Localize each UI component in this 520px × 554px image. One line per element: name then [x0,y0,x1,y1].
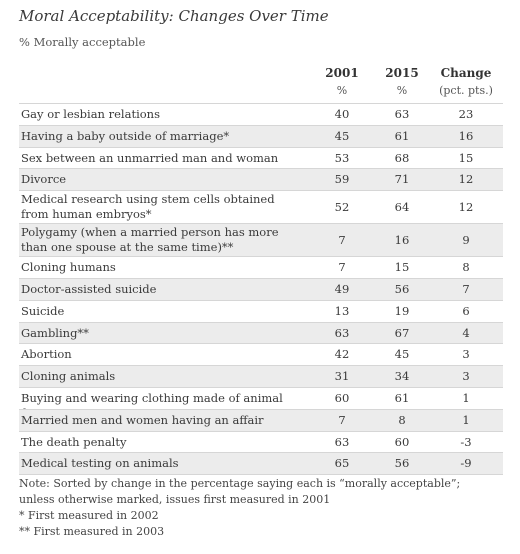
cell-y2001: 42 [334,347,350,362]
cell-change: 1 [462,390,470,405]
issue-label: Doctor-assisted suicide [21,281,157,296]
table-row: Sex between an unmarried man and woman 53… [19,146,503,169]
cell-change: 12 [458,172,474,187]
table-row: Cloning animals 31 34 3 [19,365,503,387]
cell-y2001: 45 [334,128,350,143]
cell-y2015: 56 [394,281,410,296]
cell-change: 12 [458,200,474,215]
cell-y2001: 13 [334,303,350,318]
footnote-2002: * First measured in 2002 [19,509,159,522]
cell-y2015: 56 [394,456,410,471]
cell-change: 23 [458,107,474,121]
issue-label: The death penalty [21,434,127,449]
table-row: Abortion 42 45 3 [19,343,503,365]
cell-y2015: 64 [394,200,410,215]
cell-y2015: 67 [394,325,410,340]
table-title: Moral Acceptability: Changes Over Time [19,7,329,25]
cell-y2015: 45 [394,347,410,362]
cell-change: 9 [462,233,470,248]
issue-label: Polygamy (when a married person has more… [21,225,279,255]
issue-label: Gambling** [21,325,89,340]
cell-y2015: 16 [394,233,410,248]
cell-y2015: 61 [394,128,410,143]
cell-change: 6 [462,303,470,318]
cell-change: 3 [462,347,470,362]
cell-change: 8 [462,260,470,275]
footnote-2003: ** First measured in 2003 [19,525,165,538]
cell-y2001: 65 [334,456,350,471]
table-row: Gambling** 63 67 4 [19,321,503,344]
cell-y2015: 61 [394,390,410,405]
issue-label: Medical research using stem cells obtain… [21,192,275,222]
issue-label: Abortion [21,347,72,362]
issue-label: Sex between an unmarried man and woman [21,150,279,165]
cell-y2001: 7 [338,233,346,248]
note-line: unless otherwise marked, issues first me… [19,493,331,506]
column-header-change: Change [440,66,492,80]
table-row: Married men and women having an affair 7 8… [19,408,503,431]
column-unit-change: (pct. pts.) [439,84,493,97]
cell-y2015: 19 [394,303,410,318]
cell-y2001: 40 [334,107,350,121]
cell-change: 15 [458,150,474,165]
table-body: Gay or lesbian relations 40 63 23 Having a b… [19,103,503,476]
cell-y2015: 15 [394,260,410,275]
cell-y2001: 7 [338,260,346,275]
column-header-2001: 2001 [325,66,359,80]
cell-y2001: 63 [334,434,350,449]
cell-y2001: 52 [334,200,350,215]
table-row: The death penalty 63 60 -3 [19,430,503,453]
issue-label: Divorce [21,172,67,187]
issue-label: Gay or lesbian relations [21,107,160,121]
issue-label: Medical testing on animals [21,456,179,471]
issue-label: Cloning animals [21,369,116,384]
cell-change: -9 [460,456,472,471]
cell-y2015: 8 [398,412,406,427]
cell-y2001: 59 [334,172,350,187]
cell-y2015: 71 [394,172,410,187]
issue-label: Having a baby outside of marriage* [21,128,230,143]
column-unit-row: % % (pct. pts.) [0,83,520,102]
issue-label: Married men and women having an affair [21,412,264,427]
cell-y2001: 7 [338,412,346,427]
column-unit-2015: % [396,84,408,97]
cell-y2015: 63 [394,107,410,121]
cell-y2015: 68 [394,150,410,165]
table-notes: Note: Sorted by change in the percentage… [19,476,460,540]
cell-y2001: 60 [334,390,350,405]
cell-y2001: 49 [334,281,350,296]
table-row: Polygamy (when a married person has more… [19,223,503,257]
cell-change: 1 [462,412,470,427]
cell-y2015: 34 [394,369,410,384]
cell-change: -3 [460,434,472,449]
table-row: Buying and wearing clothing made of anim… [19,386,503,420]
column-unit-2001: % [336,84,348,97]
table-row: Divorce 59 71 12 [19,168,503,191]
note-line: Note: Sorted by change in the percentage… [19,477,461,490]
table-row: Gay or lesbian relations 40 63 23 [19,103,503,125]
table-row: Doctor-assisted suicide 49 56 7 [19,277,503,300]
table-row: Medical research using stem cells obtain… [19,190,503,223]
issue-label: Cloning humans [21,260,116,275]
column-header-2015: 2015 [385,66,419,80]
issue-label: Suicide [21,303,65,318]
table-row: Medical testing on animals 65 56 -9 [19,452,503,476]
cell-change: 7 [462,281,470,296]
table-row: Having a baby outside of marriage* 45 61 16 [19,124,503,147]
table-subtitle: % Morally acceptable [19,35,146,49]
cell-y2001: 53 [334,150,350,165]
cell-change: 3 [462,369,470,384]
cell-y2001: 31 [334,369,350,384]
cell-change: 16 [458,128,474,143]
column-header-row: 2001 2015 Change [0,65,520,83]
table-row: Suicide 13 19 6 [19,299,503,322]
cell-y2001: 63 [334,325,350,340]
cell-y2015: 60 [394,434,410,449]
cell-change: 4 [462,325,470,340]
table-row: Cloning humans 7 15 8 [19,256,503,278]
